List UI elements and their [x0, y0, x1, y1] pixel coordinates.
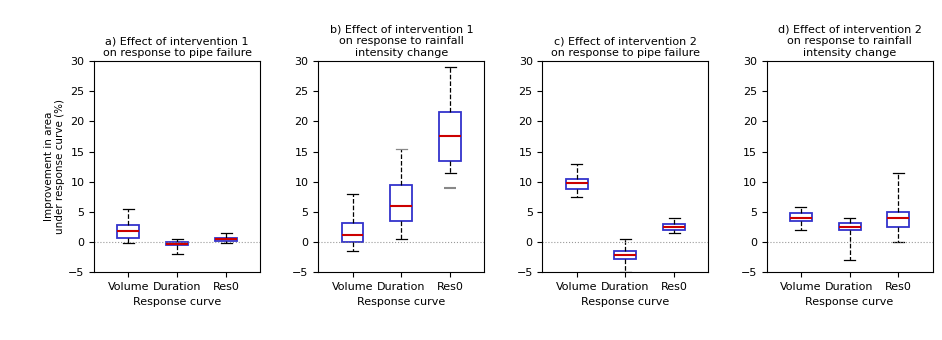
Y-axis label: Improvement in area
under response curve (%): Improvement in area under response curve… — [43, 99, 65, 234]
Title: d) Effect of intervention 2
on response to rainfall
intensity change: d) Effect of intervention 2 on response … — [778, 24, 921, 58]
X-axis label: Response curve: Response curve — [133, 297, 221, 307]
PathPatch shape — [838, 223, 861, 230]
PathPatch shape — [390, 185, 413, 221]
Title: c) Effect of intervention 2
on response to pipe failure: c) Effect of intervention 2 on response … — [551, 36, 700, 58]
PathPatch shape — [215, 238, 237, 241]
PathPatch shape — [887, 212, 909, 227]
PathPatch shape — [166, 242, 188, 245]
X-axis label: Response curve: Response curve — [805, 297, 894, 307]
X-axis label: Response curve: Response curve — [581, 297, 670, 307]
Title: b) Effect of intervention 1
on response to rainfall
intensity change: b) Effect of intervention 1 on response … — [330, 24, 473, 58]
PathPatch shape — [342, 223, 364, 242]
PathPatch shape — [614, 251, 637, 259]
PathPatch shape — [789, 213, 812, 221]
X-axis label: Response curve: Response curve — [357, 297, 446, 307]
PathPatch shape — [439, 113, 462, 160]
PathPatch shape — [663, 224, 685, 230]
Title: a) Effect of intervention 1
on response to pipe failure: a) Effect of intervention 1 on response … — [103, 36, 252, 58]
PathPatch shape — [118, 225, 139, 238]
PathPatch shape — [565, 178, 588, 189]
